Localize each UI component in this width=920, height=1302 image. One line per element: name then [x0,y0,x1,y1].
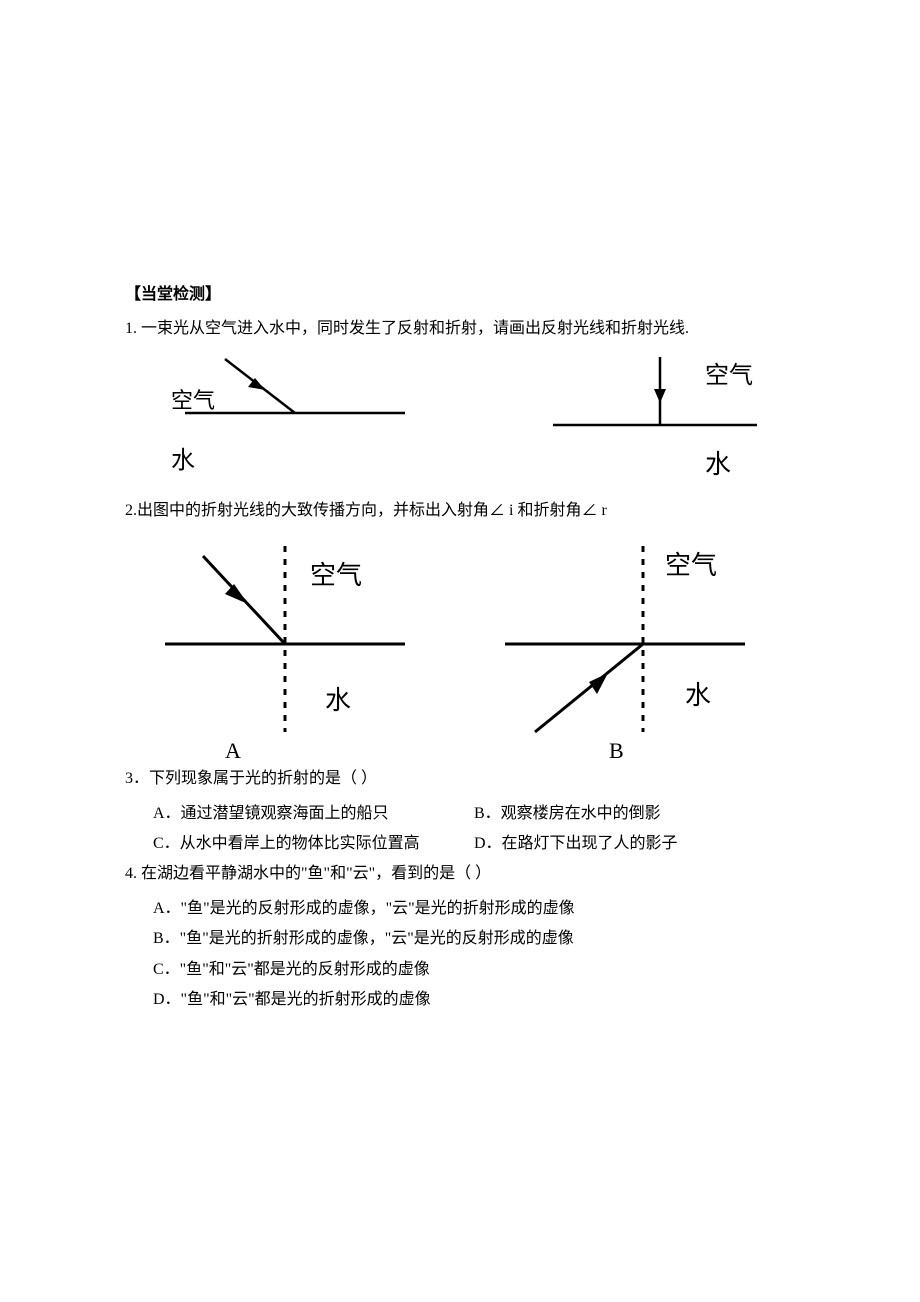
q2-diagrams: 空气 水 A 空气 水 B [125,534,795,764]
air-label: 空气 [665,551,717,580]
air-label: 空气 [310,561,362,590]
q4-option-A: A．"鱼"是光的反射形成的虚像，"云"是光的折射形成的虚像 [125,894,795,924]
water-label: 水 [705,450,731,479]
water-label: 水 [325,686,351,715]
air-label: 空气 [171,388,215,413]
q3-option-B: B．观察楼房在水中的倒影 [474,799,795,829]
q3-option-C: C．从水中看岸上的物体比实际位置高 [153,829,474,859]
q3-option-D: D．在路灯下出现了人的影子 [474,829,795,859]
arrow-icon [654,389,666,403]
q1-diagram-1: 空气 水 [165,353,425,488]
incident-ray [535,644,643,732]
q4-option-D: D．"鱼"和"云"都是光的折射形成的虚像 [125,985,795,1015]
water-label: 水 [685,681,711,710]
q4-option-C: C．"鱼"和"云"都是光的反射形成的虚像 [125,955,795,985]
air-label: 空气 [705,362,753,389]
q2-diagram-A: 空气 水 A [155,534,415,764]
q2-diagram-B: 空气 水 B [495,534,755,764]
q3-row1: A．通过潜望镜观察海面上的船只 B．观察楼房在水中的倒影 [125,799,795,829]
q3-text: 3．下列现象属于光的折射的是（ ） [125,764,795,794]
section-title: 【当堂检测】 [125,280,795,310]
caption-B: B [609,738,624,763]
q1-diagrams: 空气 水 空气 水 [125,353,795,488]
water-label: 水 [171,447,195,474]
q1-text: 1. 一束光从空气进入水中，同时发生了反射和折射，请画出反射光线和折射光线. [125,314,795,344]
q3-row2: C．从水中看岸上的物体比实际位置高 D．在路灯下出现了人的影子 [125,829,795,859]
caption-A: A [225,738,241,763]
arrow-icon [225,584,248,604]
q2-text: 2.出图中的折射光线的大致传播方向，并标出入射角∠ i 和折射角∠ r [125,496,795,526]
q3-option-A: A．通过潜望镜观察海面上的船只 [153,799,474,829]
arrow-icon [589,673,608,694]
q1-diagram-2: 空气 水 [545,353,765,488]
page: 【当堂检测】 1. 一束光从空气进入水中，同时发生了反射和折射，请画出反射光线和… [0,0,920,1115]
q4-option-B: B．"鱼"是光的折射形成的虚像，"云"是光的反射形成的虚像 [125,924,795,954]
q4-text: 4. 在湖边看平静湖水中的"鱼"和"云"，看到的是（ ） [125,859,795,889]
